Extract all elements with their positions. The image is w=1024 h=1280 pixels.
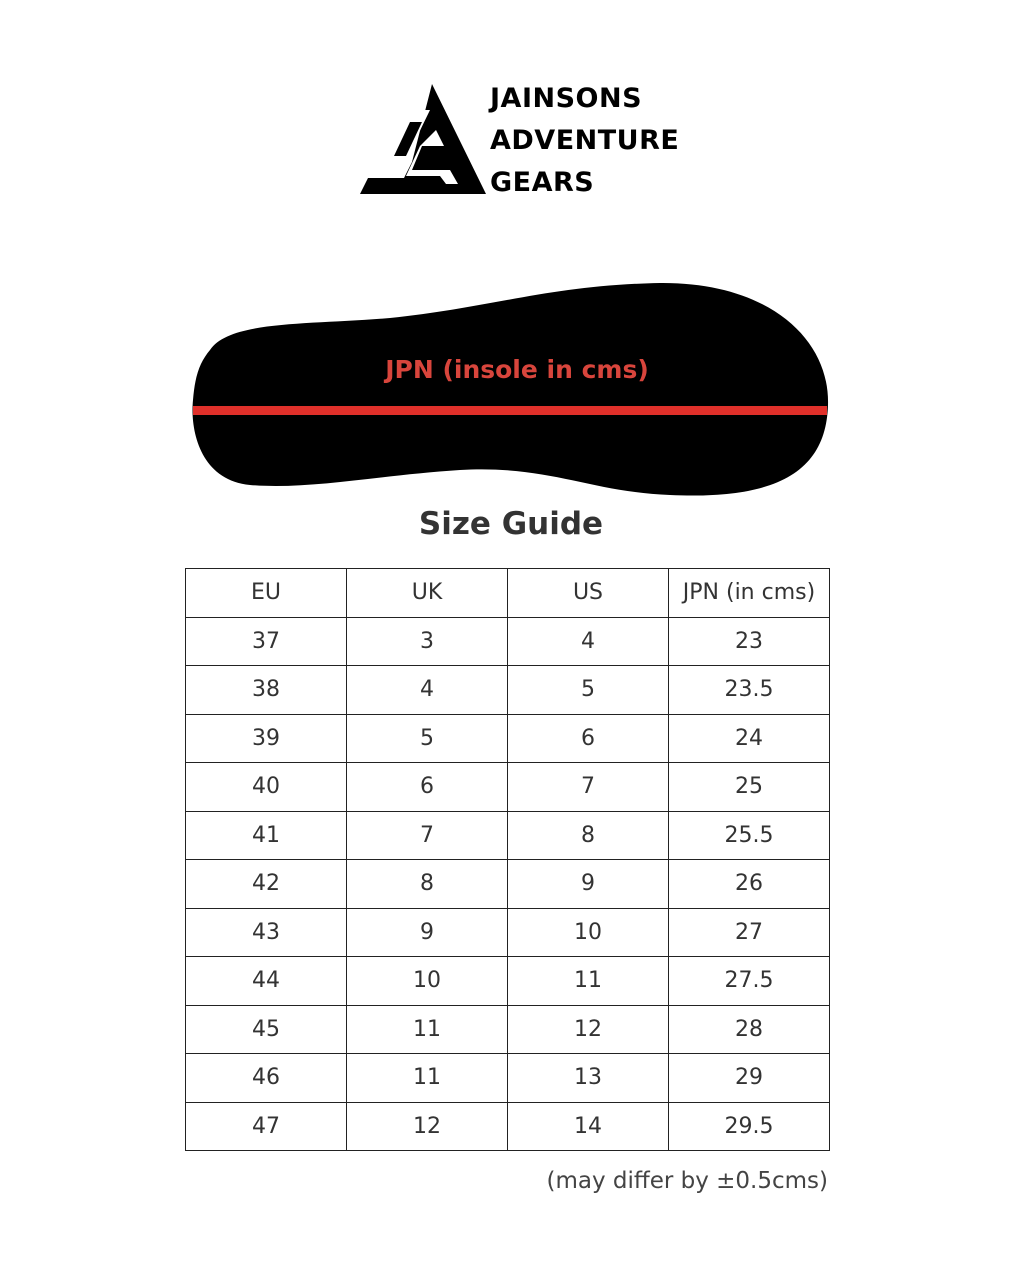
- table-row: 46 11 13 29: [185, 1053, 830, 1103]
- table-cell: 3: [346, 616, 508, 666]
- table-cell: 11: [346, 1004, 508, 1054]
- table-cell: 39: [185, 713, 347, 763]
- column-header: US: [507, 568, 669, 618]
- table-cell: 4: [346, 665, 508, 715]
- table-cell: 12: [346, 1101, 508, 1151]
- table-cell: 44: [185, 956, 347, 1006]
- table-cell: 28: [668, 1004, 830, 1054]
- table-cell: 45: [185, 1004, 347, 1054]
- table-cell: 46: [185, 1053, 347, 1103]
- table-cell: 7: [346, 810, 508, 860]
- table-cell: 41: [185, 810, 347, 860]
- table-row: 38 4 5 23.5: [185, 665, 830, 715]
- table-row: 44 10 11 27.5: [185, 956, 830, 1006]
- table-cell: 40: [185, 762, 347, 812]
- table-cell: 42: [185, 859, 347, 909]
- table-cell: 13: [507, 1053, 669, 1103]
- table-header-row: EU UK US JPN (in cms): [185, 568, 830, 618]
- table-row: 42 8 9 26: [185, 859, 830, 909]
- table-cell: 37: [185, 616, 347, 666]
- table-row: 41 7 8 25.5: [185, 810, 830, 860]
- brand-line-2: ADVENTURE: [490, 125, 680, 156]
- brand-line-1: JAINSONS: [490, 83, 643, 114]
- column-header: JPN (in cms): [668, 568, 830, 618]
- brand-logo-icon: [360, 84, 486, 194]
- table-cell: 5: [346, 713, 508, 763]
- table-cell: 6: [346, 762, 508, 812]
- table-cell: 23.5: [668, 665, 830, 715]
- table-cell: 11: [507, 956, 669, 1006]
- table-row: 40 6 7 25: [185, 762, 830, 812]
- table-cell: 29.5: [668, 1101, 830, 1151]
- insole-illustration: [192, 282, 829, 496]
- table-row: 39 5 6 24: [185, 713, 830, 763]
- table-cell: 26: [668, 859, 830, 909]
- table-cell: 25: [668, 762, 830, 812]
- insole-label: JPN (insole in cms): [385, 355, 649, 384]
- table-cell: 24: [668, 713, 830, 763]
- table-row: 47 12 14 29.5: [185, 1101, 830, 1151]
- table-row: 45 11 12 28: [185, 1004, 830, 1054]
- brand-line-3: GEARS: [490, 167, 595, 198]
- table-cell: 29: [668, 1053, 830, 1103]
- table-cell: 27.5: [668, 956, 830, 1006]
- brand-name: JAINSONS ADVENTURE GEARS: [490, 78, 679, 204]
- table-cell: 23: [668, 616, 830, 666]
- size-note: (may differ by ±0.5cms): [546, 1168, 828, 1194]
- page-title: Size Guide: [418, 506, 604, 542]
- table-row: 37 3 4 23: [185, 616, 830, 666]
- table-cell: 4: [507, 616, 669, 666]
- table-cell: 25.5: [668, 810, 830, 860]
- table-cell: 7: [507, 762, 669, 812]
- table-cell: 9: [346, 907, 508, 957]
- table-cell: 43: [185, 907, 347, 957]
- table-cell: 5: [507, 665, 669, 715]
- table-cell: 11: [346, 1053, 508, 1103]
- table-row: 43 9 10 27: [185, 907, 830, 957]
- column-header: EU: [185, 568, 347, 618]
- table-cell: 9: [507, 859, 669, 909]
- table-cell: 10: [346, 956, 508, 1006]
- table-cell: 47: [185, 1101, 347, 1151]
- table-cell: 8: [507, 810, 669, 860]
- insole-length-line: [193, 406, 827, 415]
- table-cell: 10: [507, 907, 669, 957]
- column-header: UK: [346, 568, 508, 618]
- table-cell: 6: [507, 713, 669, 763]
- table-cell: 38: [185, 665, 347, 715]
- table-cell: 14: [507, 1101, 669, 1151]
- table-cell: 27: [668, 907, 830, 957]
- table-cell: 8: [346, 859, 508, 909]
- table-cell: 12: [507, 1004, 669, 1054]
- size-table: EU UK US JPN (in cms) 37 3 4 23 38 4 5 23.5 39 5 6 24 40…: [185, 568, 830, 1151]
